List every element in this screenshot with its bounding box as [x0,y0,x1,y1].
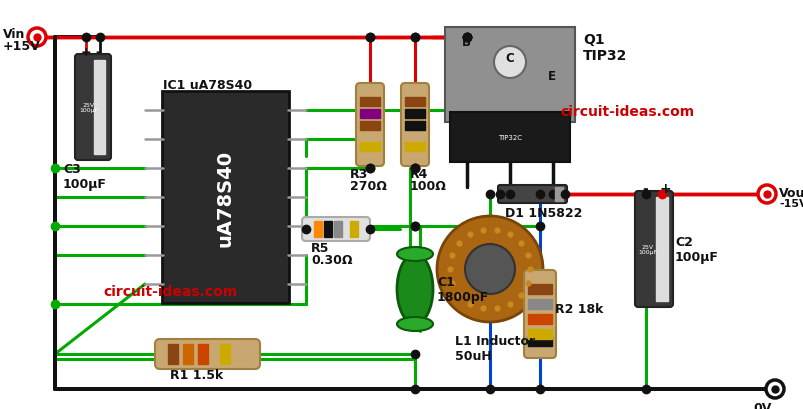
FancyBboxPatch shape [356,84,384,166]
Circle shape [493,47,525,79]
Bar [554,188,562,202]
Text: R3: R3 [349,168,368,180]
Bar [360,122,380,131]
Bar [360,143,380,152]
FancyBboxPatch shape [634,191,672,307]
Text: 100Ω: 100Ω [410,180,446,193]
Bar [349,221,357,237]
Text: circuit-ideas.com: circuit-ideas.com [560,105,693,119]
Bar [450,113,569,163]
Bar [528,336,552,346]
Text: 25V
100µF: 25V 100µF [638,244,656,255]
Text: IC1 uA78S40: IC1 uA78S40 [163,79,252,92]
Circle shape [464,245,515,294]
FancyBboxPatch shape [75,55,111,161]
Text: B: B [462,36,471,49]
Text: -15V/500mA: -15V/500mA [778,198,803,209]
Circle shape [437,216,542,322]
Text: R5: R5 [311,241,329,254]
Bar [333,221,341,237]
Ellipse shape [397,254,433,324]
Text: L1 Inductor
50uH: L1 Inductor 50uH [454,334,535,362]
Bar [528,284,552,294]
Text: circuit-ideas.com: circuit-ideas.com [103,284,237,298]
Text: +15V: +15V [3,40,41,53]
Text: +: + [81,46,92,59]
Bar [360,98,380,107]
Bar [405,122,425,131]
Bar [444,28,574,123]
Bar [168,344,177,364]
Text: 0.30Ω: 0.30Ω [311,254,352,266]
FancyBboxPatch shape [524,270,556,358]
Bar [324,221,332,237]
Circle shape [757,186,775,204]
Text: R2 18k: R2 18k [554,303,602,316]
FancyBboxPatch shape [302,218,369,241]
Text: R4: R4 [410,168,428,180]
Text: TIP32C: TIP32C [497,135,521,141]
Text: Q1
TIP32: Q1 TIP32 [582,33,626,63]
Bar [528,314,552,324]
Bar [95,61,105,155]
Text: +: + [659,182,671,196]
Text: 25V
100µF: 25V 100µF [79,102,98,113]
Text: 270Ω: 270Ω [349,180,386,193]
Bar [405,98,425,107]
FancyBboxPatch shape [401,84,429,166]
Text: C3
100μF: C3 100μF [63,163,107,191]
Ellipse shape [397,247,433,261]
Text: C2
100μF: C2 100μF [675,236,718,263]
Bar [654,198,667,301]
Text: 0V: 0V [753,401,771,409]
Text: -: - [642,182,647,196]
Text: C: C [504,52,513,65]
FancyBboxPatch shape [161,92,288,303]
Bar [405,110,425,119]
Text: uA78S40: uA78S40 [216,149,234,246]
Circle shape [28,29,46,47]
Bar [528,299,552,309]
Bar [405,143,425,152]
Bar [314,221,321,237]
Bar [183,344,193,364]
Text: C1
1800pF: C1 1800pF [437,275,489,303]
Bar [198,344,208,364]
Text: Vout: Vout [778,187,803,200]
FancyBboxPatch shape [497,186,566,204]
Text: E: E [548,70,556,83]
Circle shape [765,380,783,398]
FancyBboxPatch shape [155,339,259,369]
Text: D1 1N5822: D1 1N5822 [504,207,581,220]
Text: R1 1.5k: R1 1.5k [169,368,223,381]
Text: Vin: Vin [3,28,26,41]
Text: -: - [95,46,100,59]
Ellipse shape [397,317,433,331]
Bar [528,329,552,339]
Bar [360,110,380,119]
Bar [220,344,230,364]
